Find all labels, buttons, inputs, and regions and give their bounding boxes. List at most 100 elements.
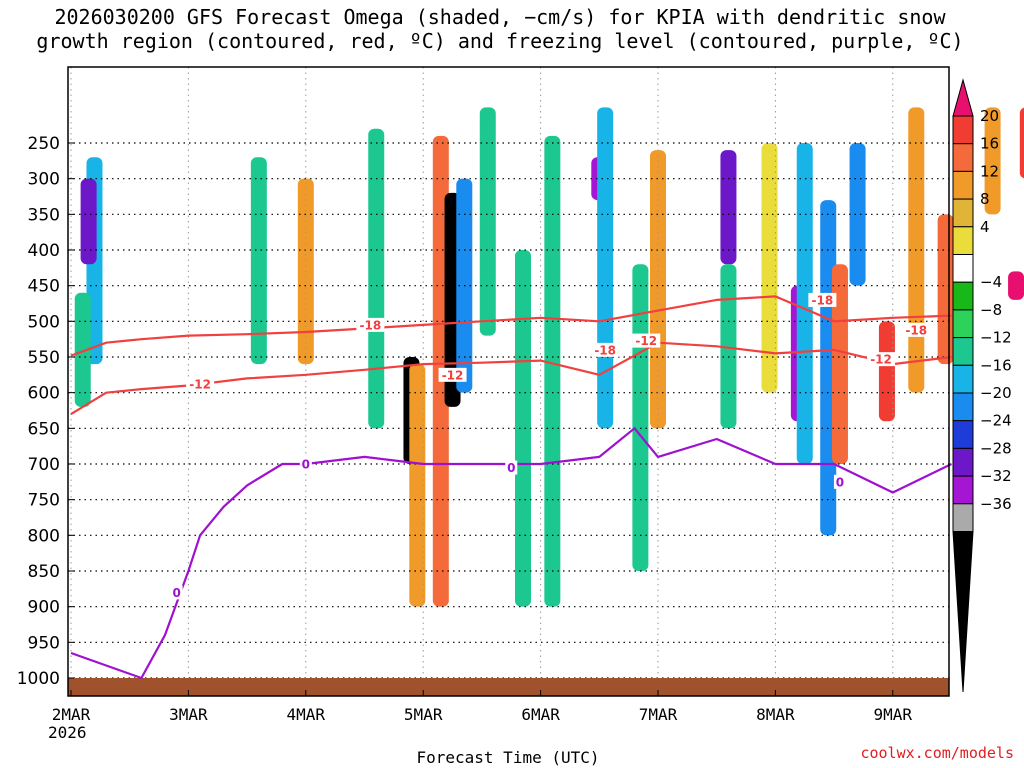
chart-title-line-2: growth region (contoured, red, ºC) and f… [36,29,963,53]
contour-label-bg-6 [632,333,661,348]
colorbar-box-5 [952,226,974,256]
y-tick-label-7: 600 [28,384,60,404]
y-tick-label-14: 950 [28,633,60,653]
colorbar: 20 16 12 8 4 −4 −8 −12 −16 −20 −24 −28 −32 −36 [952,78,1012,693]
contour-label-bg-9 [505,460,518,475]
omega-cell-16 [632,264,649,571]
colorbar-label-2: 12 [980,162,999,180]
chart-title-line-1: 2026030200 GFS Forecast Omega (shaded, −… [54,5,946,29]
colorbar-box-15 [952,503,974,532]
colorbar-label-8: −16 [980,356,1012,374]
contour-label-10: 0 [836,475,844,489]
x-tick-label-6: 8MAR [756,705,795,724]
colorbar-label-13: −36 [980,495,1012,513]
plot-frame [67,66,950,697]
omega-cell-2 [74,292,91,407]
contour-label-3: -18 [905,323,927,337]
contour-lines [70,295,952,680]
colorbar-label-3: 8 [980,190,990,208]
omega-cell-30 [984,107,1001,215]
contour-label-bg-1 [591,342,620,357]
colorbar-label-0: 20 [980,107,999,125]
omega-cell-25 [849,143,866,286]
x-tick-label-0: 2MAR [52,705,91,724]
contour-label-9: 0 [507,461,515,475]
x-tick-label-1: 3MAR [169,705,208,724]
contour-label-bg-11 [170,585,183,600]
colorbar-box-12 [952,420,974,449]
y-tick-label-3: 400 [28,241,60,261]
terrain-fill [68,678,949,696]
contour-label-bg-8 [299,457,312,471]
contour-line-0 [70,295,952,357]
colorbar-box-11 [952,392,974,422]
colorbar-box-14 [952,475,974,505]
omega-cell-19 [720,264,737,429]
omega-cell-32 [1019,107,1024,179]
omega-cell-5 [368,128,385,429]
contour-label-bg-5 [438,367,467,382]
omega-cell-28 [937,214,954,365]
omega-cell-13 [544,135,561,607]
omega-cell-7 [409,364,426,607]
omega-cell-15 [597,107,614,429]
y-tick-label-11: 800 [28,526,60,546]
x-tick-label-5: 7MAR [639,705,678,724]
omega-cell-11 [479,107,496,336]
colorbar-box-7 [952,281,974,311]
y-tick-label-13: 900 [28,598,60,618]
colorbar-label-4: 4 [980,218,990,236]
colorbar-top-arrow [952,78,974,117]
y-tick-label-8: 650 [28,419,60,439]
contour-label-5: -12 [442,368,464,382]
colorbar-box-8 [952,309,974,339]
contour-label-8: 0 [302,458,310,472]
contour-label-bg-0 [356,317,385,332]
y-tick-label-2: 350 [28,205,60,225]
x-tick-label-7: 9MAR [874,705,913,724]
contour-label-bg-2 [808,292,837,307]
colorbar-label-12: −32 [980,467,1012,485]
y-tick-label-6: 550 [28,348,60,368]
contour-label-1: -18 [594,343,616,357]
contour-line-2 [70,427,952,680]
colorbar-label-9: −20 [980,384,1012,402]
contour-label-bg-4 [186,377,215,392]
colorbar-box-2 [952,143,974,172]
contour-label-11: 0 [172,586,180,600]
contour-line-1 [70,341,952,416]
colorbar-box-13 [952,447,974,477]
y-tick-label-0: 250 [28,134,60,154]
omega-cell-24 [831,264,848,464]
colorbar-box-9 [952,337,974,366]
y-tick-label-4: 450 [28,277,60,297]
omega-cell-20 [761,143,778,393]
y-tick-label-1: 300 [28,170,60,190]
omega-cell-1 [80,178,97,265]
omega-cell-17 [650,150,666,429]
y-tick-label-12: 850 [28,562,60,582]
omega-cell-18 [720,150,737,265]
contour-label-bg-3 [902,322,931,337]
omega-cell-26 [878,321,895,422]
omega-cell-12 [514,250,531,607]
x-tick-label-4: 6MAR [521,705,560,724]
x-tick-label-3: 5MAR [404,705,443,724]
omega-cell-22 [796,143,813,464]
watermark: coolwx.com/models [860,744,1014,762]
x-tick-label-2: 4MAR [287,705,326,724]
terrain-block [68,678,949,696]
contour-label-6: -12 [635,334,657,348]
colorbar-box-1 [952,115,974,145]
x-axis-ticks: 2MAR 3MAR 4MAR 5MAR 6MAR 7MAR 8MAR 9MAR [52,690,913,724]
contour-label-0: -18 [360,318,382,332]
colorbar-box-4 [952,198,974,228]
colorbar-label-10: −24 [980,412,1012,430]
y-tick-label-10: 750 [28,491,60,511]
colorbar-box-10 [952,364,974,394]
contour-label-4: -12 [189,378,211,392]
colorbar-label-7: −12 [980,329,1012,347]
colorbar-label-11: −28 [980,439,1012,457]
contour-labels: -18 -18 -18 -18 -12 -12 -12 -12 0 0 0 0 [170,292,931,600]
